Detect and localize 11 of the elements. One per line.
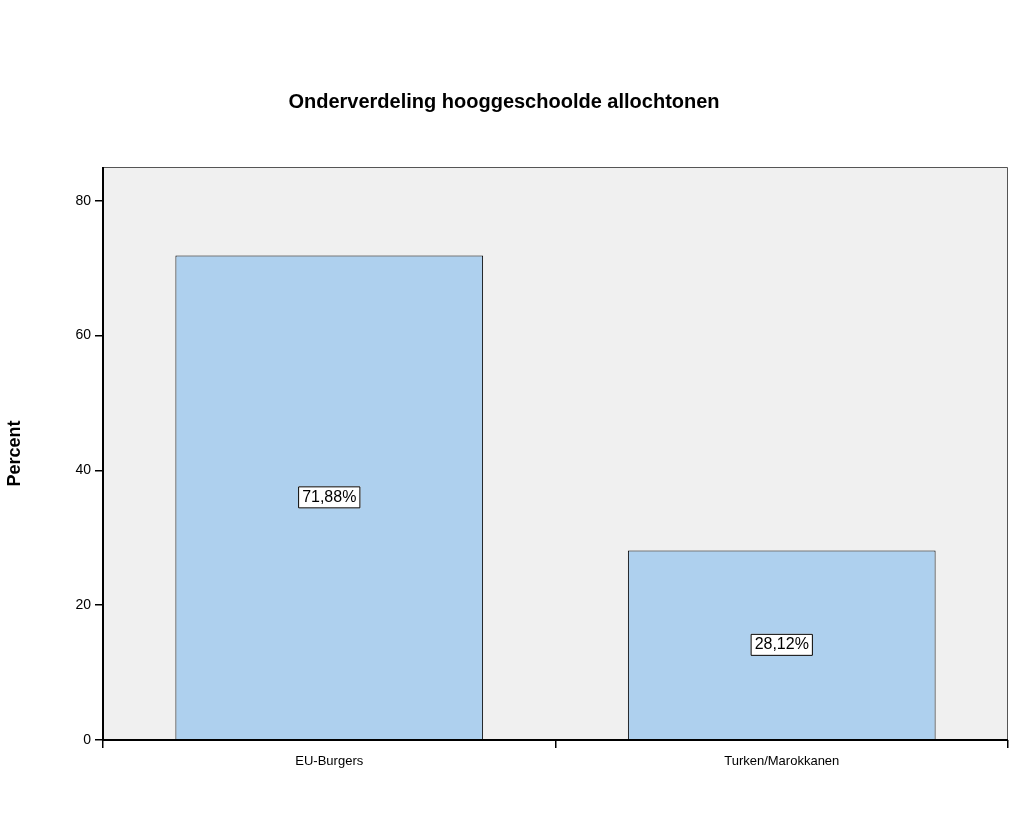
y-tick-label: 40: [75, 461, 92, 478]
data-label: 28,12%: [754, 635, 809, 653]
y-axis-title: Percent: [3, 420, 24, 487]
y-tick-label: 60: [75, 326, 92, 343]
x-tick-label: EU-Burgers: [295, 753, 364, 769]
y-tick-label: 0: [83, 730, 92, 747]
y-tick-label: 80: [75, 191, 92, 208]
x-tick-label: Turken/Marokkanen: [724, 753, 840, 769]
data-label: 71,88%: [302, 487, 357, 505]
chart-title: Onderverdeling hooggeschoolde allochtonen: [288, 89, 720, 112]
y-tick-label: 20: [75, 596, 92, 613]
